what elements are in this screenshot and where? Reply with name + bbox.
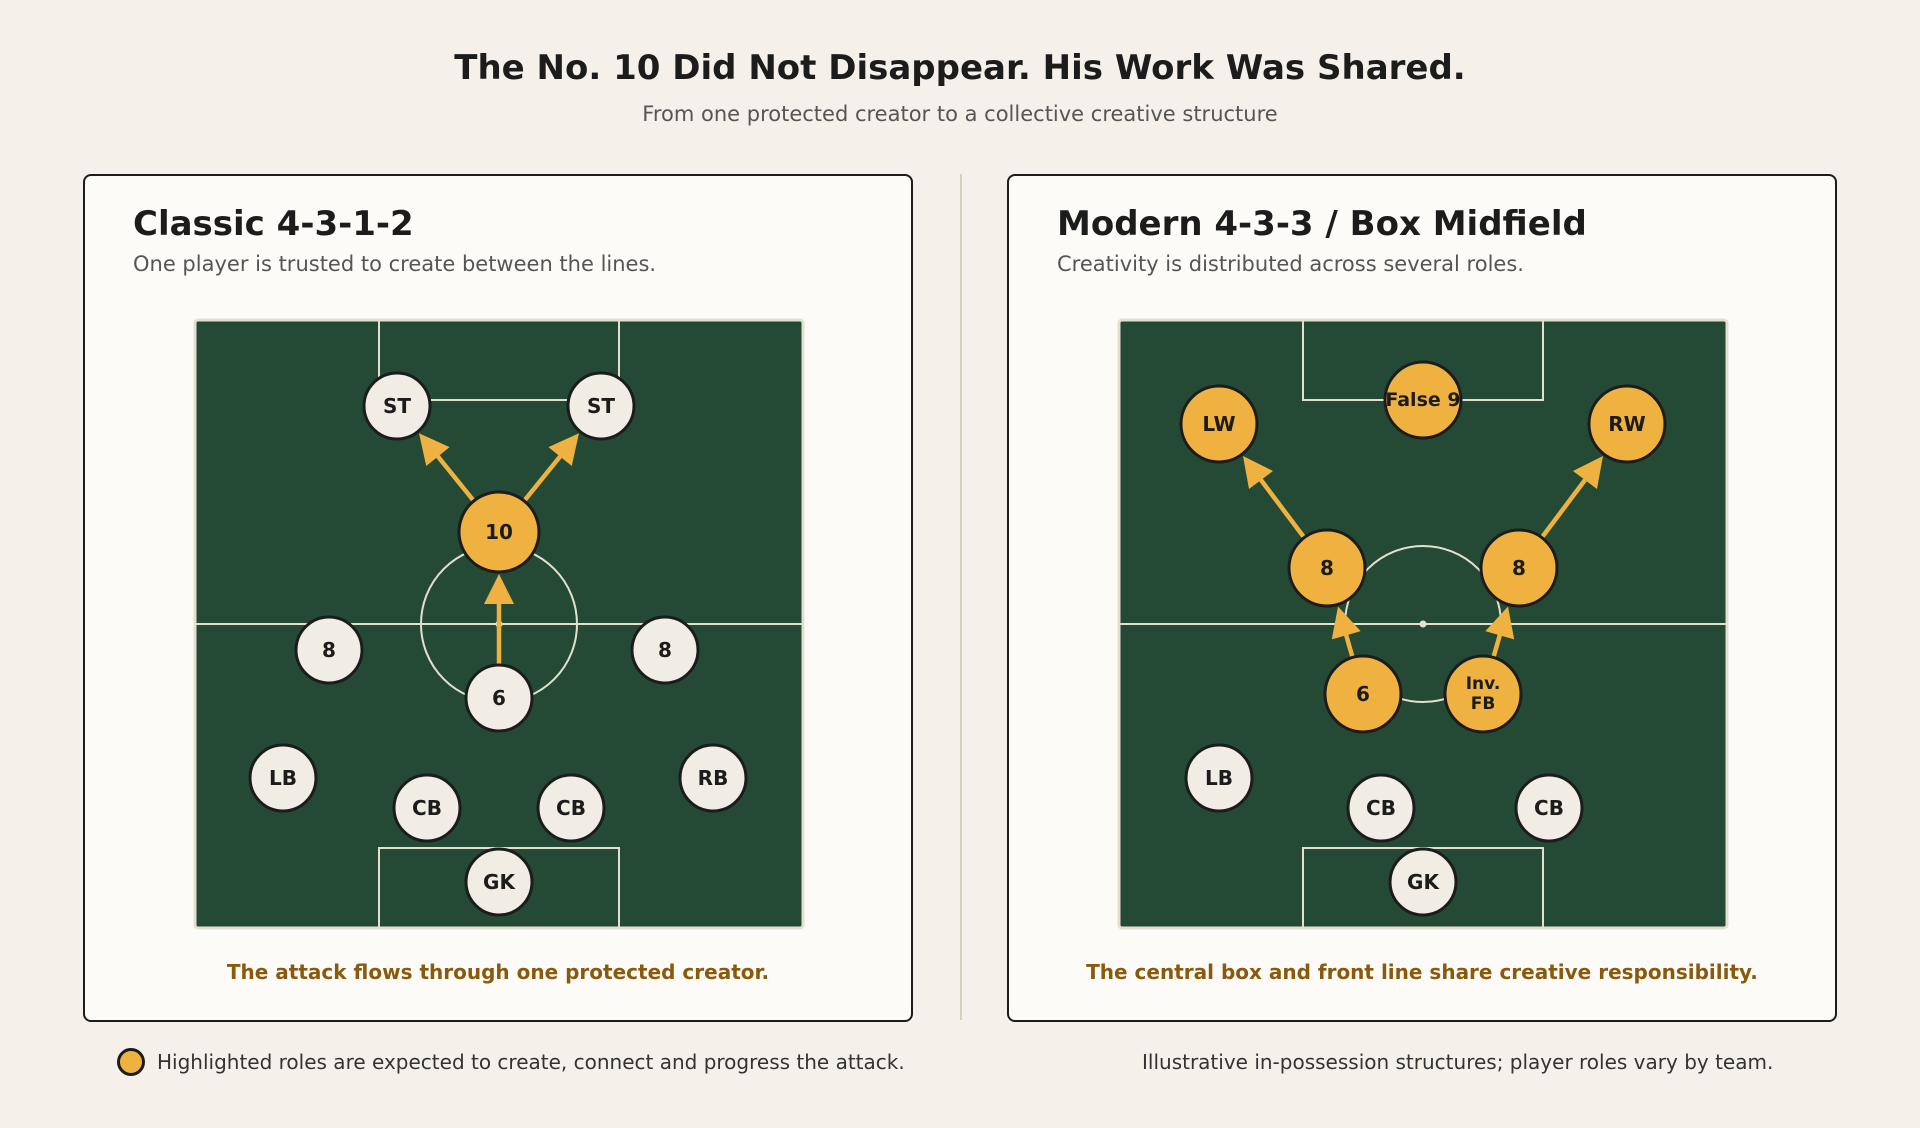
player-label: 6 [492,686,506,710]
player-label: 10 [485,520,513,544]
player-label: FB [1471,694,1496,714]
player-label: CB [412,796,442,820]
player-label: LB [1205,766,1233,790]
centre-spot [1419,620,1427,628]
pass-arrow [419,433,475,502]
pass-arrow [1331,606,1361,658]
player-marker [566,371,636,441]
arrows [419,433,579,666]
player-number-10: 10 [457,490,541,574]
pass-arrow [484,574,514,666]
pitch-diagram: LW False 9 RW 8 8 6 Inv. FB LB CB CB GK [1117,318,1729,930]
player-mid-right: 8 [1479,528,1559,608]
player-marker [1514,773,1584,843]
player-centre-back-left: CB [1346,773,1416,843]
player-label: ST [587,394,615,418]
player-label: LB [269,766,297,790]
player-centre-back-left: CB [392,773,462,843]
legend-text: Highlighted roles are expected to create… [157,1050,905,1074]
player-label: 8 [1320,556,1334,580]
page-subtitle: From one protected creator to a collecti… [642,102,1278,126]
player-marker [678,743,748,813]
player-marker [1287,528,1367,608]
top-penalty-box [378,320,620,401]
player-label: CB [556,796,586,820]
arrows [1243,456,1603,658]
player-left-back: LB [1184,743,1254,813]
player-marker [294,615,364,685]
pitch-diagram: ST ST 10 8 8 6 LB RB CB CB GK [193,318,805,930]
player-left-winger: LW [1179,384,1259,464]
player-label: False 9 [1385,389,1460,411]
player-label: 8 [1512,556,1526,580]
player-holding-mid: 6 [464,663,534,733]
page-title: The No. 10 Did Not Disappear. His Work W… [454,48,1466,88]
footnote: Illustrative in-possession structures; p… [1142,1050,1774,1074]
pitch-svg: LW False 9 RW 8 8 6 Inv.FB LB CB CB GK [1117,318,1729,930]
player-label: RB [698,766,729,790]
player-label: 6 [1356,682,1370,706]
highlight-marker-icon [117,1048,145,1076]
player-label: RW [1608,412,1645,436]
pass-arrow [1540,456,1603,539]
player-marker [248,743,318,813]
panel-modern: Modern 4-3-3 / Box Midfield Creativity i… [1007,174,1837,1022]
player-centre-back-right: CB [536,773,606,843]
player-label: CB [1534,796,1564,820]
player-centre-back-right: CB [1514,773,1584,843]
player-marker [536,773,606,843]
player-marker [1479,528,1559,608]
player-marker [464,663,534,733]
panel-classic: Classic 4-3-1-2 One player is trusted to… [83,174,913,1022]
player-marker [457,490,541,574]
player-marker [1383,360,1463,440]
player-right-back: RB [678,743,748,813]
player-marker [392,773,462,843]
legend: Highlighted roles are expected to create… [117,1046,905,1078]
player-goalkeeper: GK [464,847,534,917]
player-label: CB [1366,796,1396,820]
players: ST ST 10 8 8 6 LB RB CB CB GK [248,371,748,917]
player-mid-right: 8 [630,615,700,685]
player-label: GK [1407,870,1440,894]
pass-arrow [1243,456,1306,539]
pass-arrow [523,433,579,502]
player-label: ST [383,394,411,418]
player-label: 8 [658,638,672,662]
player-marker [1184,743,1254,813]
panel-caption: The attack flows through one protected c… [226,960,770,984]
player-holding-mid: 6 [1323,654,1403,734]
player-mid-left: 8 [294,615,364,685]
player-label: Inv. [1466,674,1501,694]
pass-arrow [1485,606,1515,658]
player-inverted-full-back: Inv.FB [1443,654,1523,734]
player-marker [1346,773,1416,843]
player-mid-left: 8 [1287,528,1367,608]
players: LW False 9 RW 8 8 6 Inv.FB LB CB CB GK [1179,360,1667,917]
panel-caption: The central box and front line share cre… [1086,960,1758,984]
player-false-nine: False 9 [1383,360,1463,440]
player-marker [362,371,432,441]
panel-subtitle: Creativity is distributed across several… [1057,252,1524,276]
pitch-svg: ST ST 10 8 8 6 LB RB CB CB GK [193,318,805,930]
player-marker [464,847,534,917]
player-striker-left: ST [362,371,432,441]
player-goalkeeper: GK [1388,847,1458,917]
panel-subtitle: One player is trusted to create between … [133,252,657,276]
player-marker [1323,654,1403,734]
player-striker-right: ST [566,371,636,441]
player-marker [1443,654,1523,734]
player-label: 8 [322,638,336,662]
panel-title: Classic 4-3-1-2 [133,204,414,244]
player-marker [630,615,700,685]
panel-title: Modern 4-3-3 / Box Midfield [1057,204,1587,244]
player-left-back: LB [248,743,318,813]
player-right-winger: RW [1587,384,1667,464]
player-marker [1179,384,1259,464]
player-marker [1388,847,1458,917]
player-marker [1587,384,1667,464]
player-label: GK [483,870,516,894]
player-label: LW [1202,412,1235,436]
panel-divider [960,174,962,1020]
